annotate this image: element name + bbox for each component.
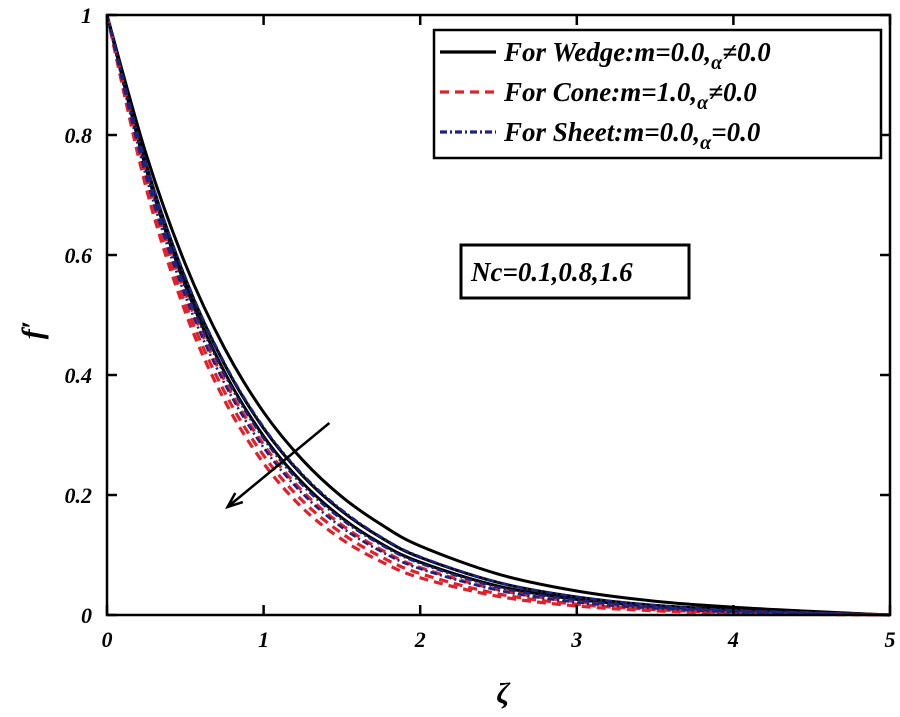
legend-label-tail: ≠0.0 — [708, 77, 757, 107]
x-tick-label: 0 — [102, 627, 113, 652]
wedge-curve-1 — [105, 14, 891, 617]
plot-frame — [105, 13, 892, 617]
cone-curve-3 — [105, 14, 891, 617]
curves-layer — [105, 14, 891, 617]
x-tick-label: 4 — [727, 627, 739, 652]
legend-label-tail: ≠0.0 — [722, 37, 771, 67]
legend-label-main: For Sheet:m=0.0, — [503, 117, 700, 147]
legend-label-alpha: α — [711, 52, 723, 74]
cone-curve-2 — [105, 14, 891, 617]
y-tick-label: 0.6 — [65, 243, 93, 268]
y-tick-label: 0.8 — [65, 123, 93, 148]
y-tick-label: 0.4 — [65, 363, 93, 388]
trend-arrow — [224, 422, 331, 510]
legend-label-main: For Cone:m=1.0, — [503, 77, 697, 107]
x-tick-label: 1 — [258, 627, 269, 652]
sheet-curve-3 — [105, 14, 891, 617]
legend-box — [432, 28, 883, 160]
trend-arrow-shaft — [226, 422, 331, 508]
x-axis-label: ζ — [496, 677, 511, 710]
legend-label-alpha: α — [697, 92, 709, 114]
y-tick-label: 1 — [81, 3, 92, 28]
x-tick-label: 2 — [414, 627, 426, 652]
annotation-box: Nc=0.1,0.8,1.6 — [459, 243, 691, 300]
legend-label: For Wedge:m=0.0,α≠0.0 — [503, 37, 771, 74]
legend-label-alpha: α — [700, 132, 712, 154]
y-tick-label: 0 — [81, 603, 92, 628]
x-tick-label: 3 — [570, 627, 582, 652]
legend-label: For Sheet:m=0.0,α=0.0 — [503, 117, 761, 154]
legend-label-main: For Wedge:m=0.0, — [503, 37, 711, 67]
annotation-text: Nc=0.1,0.8,1.6 — [470, 257, 633, 287]
annotation-frame — [459, 243, 691, 300]
legend-label: For Cone:m=1.0,α≠0.0 — [503, 77, 757, 114]
trend-arrow-head — [224, 492, 244, 510]
x-tick-label: 5 — [885, 627, 896, 652]
legend-label-tail: =0.0 — [711, 117, 761, 147]
y-axis-label: f′ — [16, 321, 49, 339]
y-tick-label: 0.2 — [65, 483, 93, 508]
